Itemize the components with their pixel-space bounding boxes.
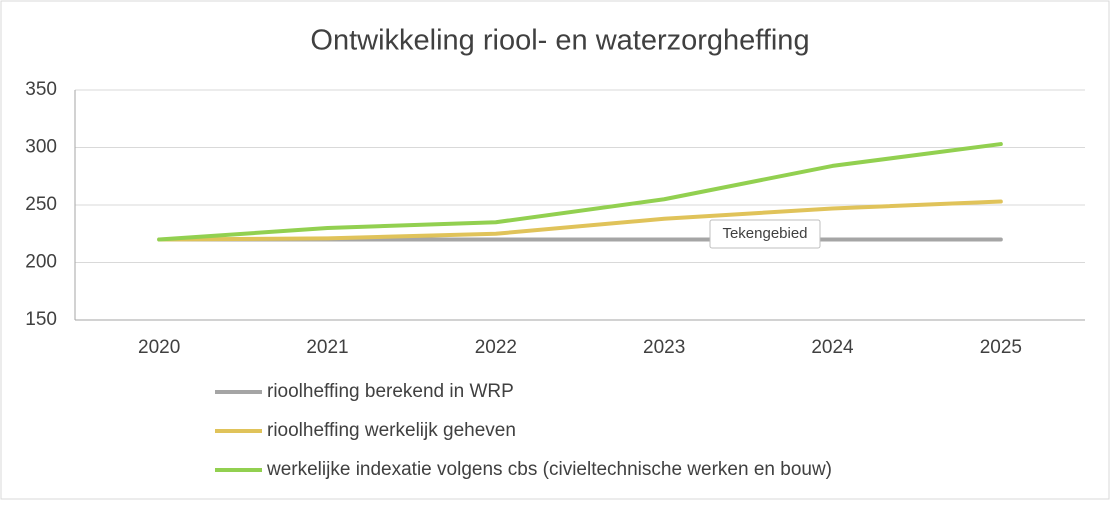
series-line bbox=[157, 142, 1003, 242]
legend-label: rioolheffing berekend in WRP bbox=[267, 381, 514, 402]
legend-label: rioolheffing werkelijk geheven bbox=[267, 420, 516, 441]
y-tick-label: 300 bbox=[25, 137, 57, 158]
y-tick-label: 200 bbox=[25, 252, 57, 273]
y-tick-label: 250 bbox=[25, 194, 57, 215]
y-tick-label: 150 bbox=[25, 309, 57, 330]
chart-title: Ontwikkeling riool- en waterzorgheffing bbox=[310, 25, 809, 57]
y-tick-label: 350 bbox=[25, 79, 57, 100]
tooltip: Tekengebied bbox=[722, 225, 807, 242]
x-tick-label: 2021 bbox=[306, 337, 348, 358]
legend-label: werkelijke indexatie volgens cbs (civiel… bbox=[266, 459, 832, 480]
x-tick-label: 2024 bbox=[811, 337, 854, 358]
tooltip-box bbox=[709, 219, 821, 249]
x-tick-label: 2020 bbox=[138, 337, 180, 358]
x-tick-label: 2025 bbox=[980, 337, 1022, 358]
x-tick-label: 2022 bbox=[475, 337, 517, 358]
x-tick-label: 2023 bbox=[643, 337, 685, 358]
series-line bbox=[157, 199, 1003, 242]
